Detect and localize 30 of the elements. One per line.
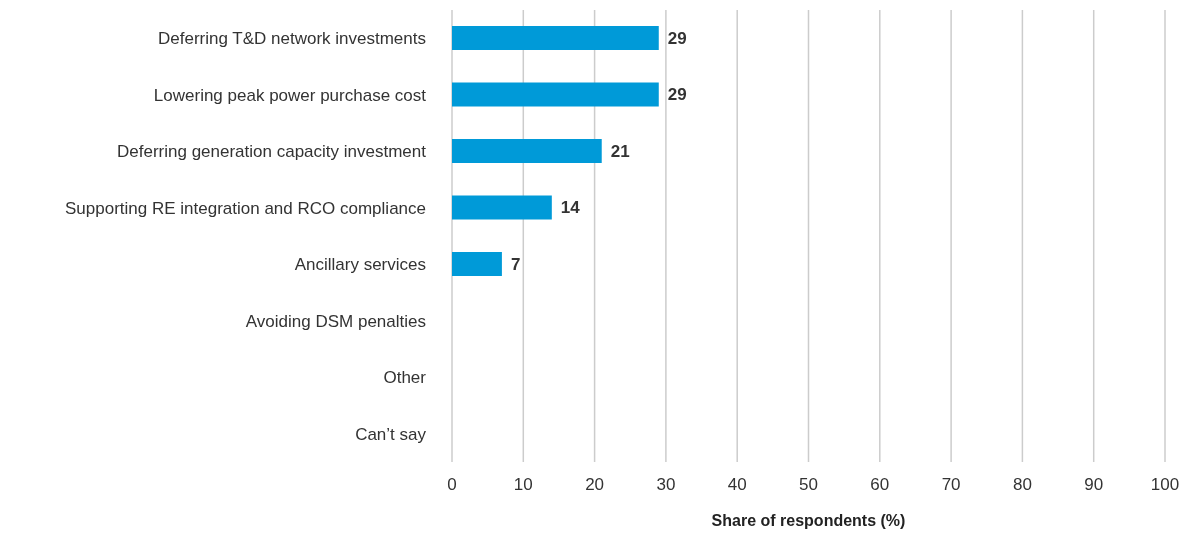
data-label: 29 — [667, 85, 687, 105]
x-axis-title: Share of respondents (%) — [711, 512, 906, 529]
x-tick-label: 10 — [513, 475, 533, 495]
y-tick-label: Can’t say — [355, 424, 427, 444]
x-tick-label: 50 — [799, 475, 818, 495]
x-tick-label: 60 — [870, 475, 890, 495]
y-tick-label: Supporting RE integration and RCO compliance — [65, 198, 426, 218]
x-tick-label: 30 — [656, 475, 676, 495]
data-label: 14 — [560, 198, 581, 218]
x-tick-label: 90 — [1084, 475, 1104, 495]
y-tick-label: Lowering peak power purchase cost — [153, 85, 427, 105]
y-tick-label: Ancillary services — [294, 255, 426, 275]
y-tick-label: Deferring T&D network investments — [157, 29, 426, 49]
y-tick-label: Deferring generation capacity investment — [117, 142, 427, 162]
bar — [452, 252, 502, 276]
x-tick-label: 70 — [941, 475, 961, 495]
y-tick-label: Other — [383, 368, 427, 388]
bar — [452, 82, 659, 107]
data-label: 21 — [610, 141, 630, 161]
x-tick-label: 0 — [447, 475, 457, 495]
bar — [452, 26, 659, 50]
data-label: 7 — [510, 254, 521, 274]
x-tick-label: 100 — [1150, 475, 1180, 495]
data-label: 29 — [667, 28, 687, 48]
bar — [452, 139, 602, 163]
x-tick-label: 40 — [727, 475, 747, 495]
bar — [452, 195, 552, 220]
y-tick-label: Avoiding DSM penalties — [245, 311, 426, 331]
x-tick-label: 20 — [585, 475, 605, 495]
x-tick-label: 80 — [1012, 475, 1032, 495]
